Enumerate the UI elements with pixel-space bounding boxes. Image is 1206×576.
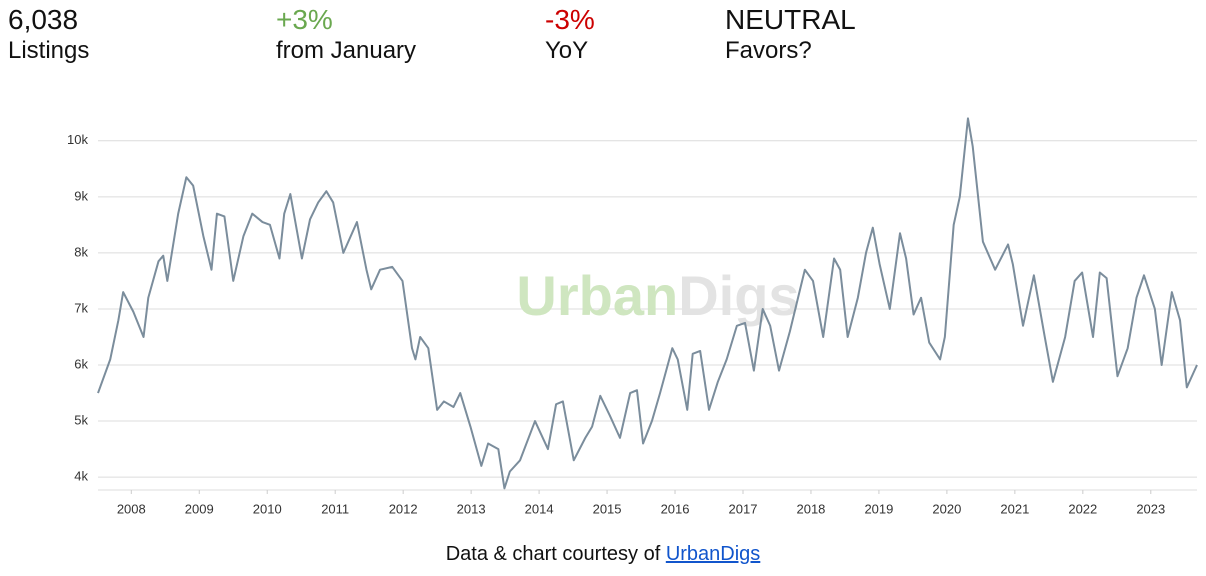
y-tick-label: 5k [74,412,88,427]
stat-label: from January [276,37,417,64]
x-tick-label: 2018 [796,501,825,516]
stat: +3% from January [276,4,416,66]
watermark-part: Urban [516,264,678,327]
y-tick-label: 4k [74,469,88,484]
watermark-part: Digs [678,264,799,327]
y-tick-label: 6k [74,356,88,371]
x-tick-label: 2023 [1136,501,1165,516]
footer-link[interactable]: UrbanDigs [665,543,761,565]
stat: NEUTRAL Favors? [725,4,856,66]
stat-value: -3% [545,4,595,35]
footer: Data & chart courtesy of UrbanDigs [0,543,1206,566]
x-tick-label: 2010 [253,501,282,516]
y-tick-label: 7k [74,300,88,315]
stat-label: Favors? [725,37,812,64]
stat: -3% YoY [545,4,595,66]
stat-value: 6,038 [8,4,79,35]
y-tick-label: 9k [74,188,88,203]
y-tick-label: 8k [74,244,88,259]
series-line [97,117,1198,490]
stat-value: +3% [276,4,333,35]
x-tick-label: 2013 [457,501,486,516]
watermark: UrbanDigs [516,264,799,327]
stat: 6,038 Listings [8,4,89,66]
y-tick-label: 10k [67,132,88,147]
x-tick-label: 2014 [525,501,554,516]
x-tick-label: 2021 [1000,501,1029,516]
stat-value: NEUTRAL [725,4,856,35]
x-tick-label: 2009 [185,501,214,516]
stat-label: Listings [8,37,90,64]
footer-text: Data & chart courtesy of [445,543,661,565]
x-tick-label: 2022 [1068,501,1097,516]
chart: UrbanDigs 4k 5k 6k 7k 8k 9k 10k 2008 2009 2010 201… [67,117,1198,516]
x-tick-label: 2011 [321,501,349,516]
x-tick-label: 2015 [593,501,622,516]
stat-label: YoY [545,37,589,64]
x-tick-label: 2016 [661,501,690,516]
x-tick-label: 2012 [389,501,418,516]
x-tick-label: 2019 [864,501,893,516]
x-tick-label: 2017 [729,501,758,516]
x-tick-label: 2008 [117,501,146,516]
x-tick-label: 2020 [932,501,961,516]
